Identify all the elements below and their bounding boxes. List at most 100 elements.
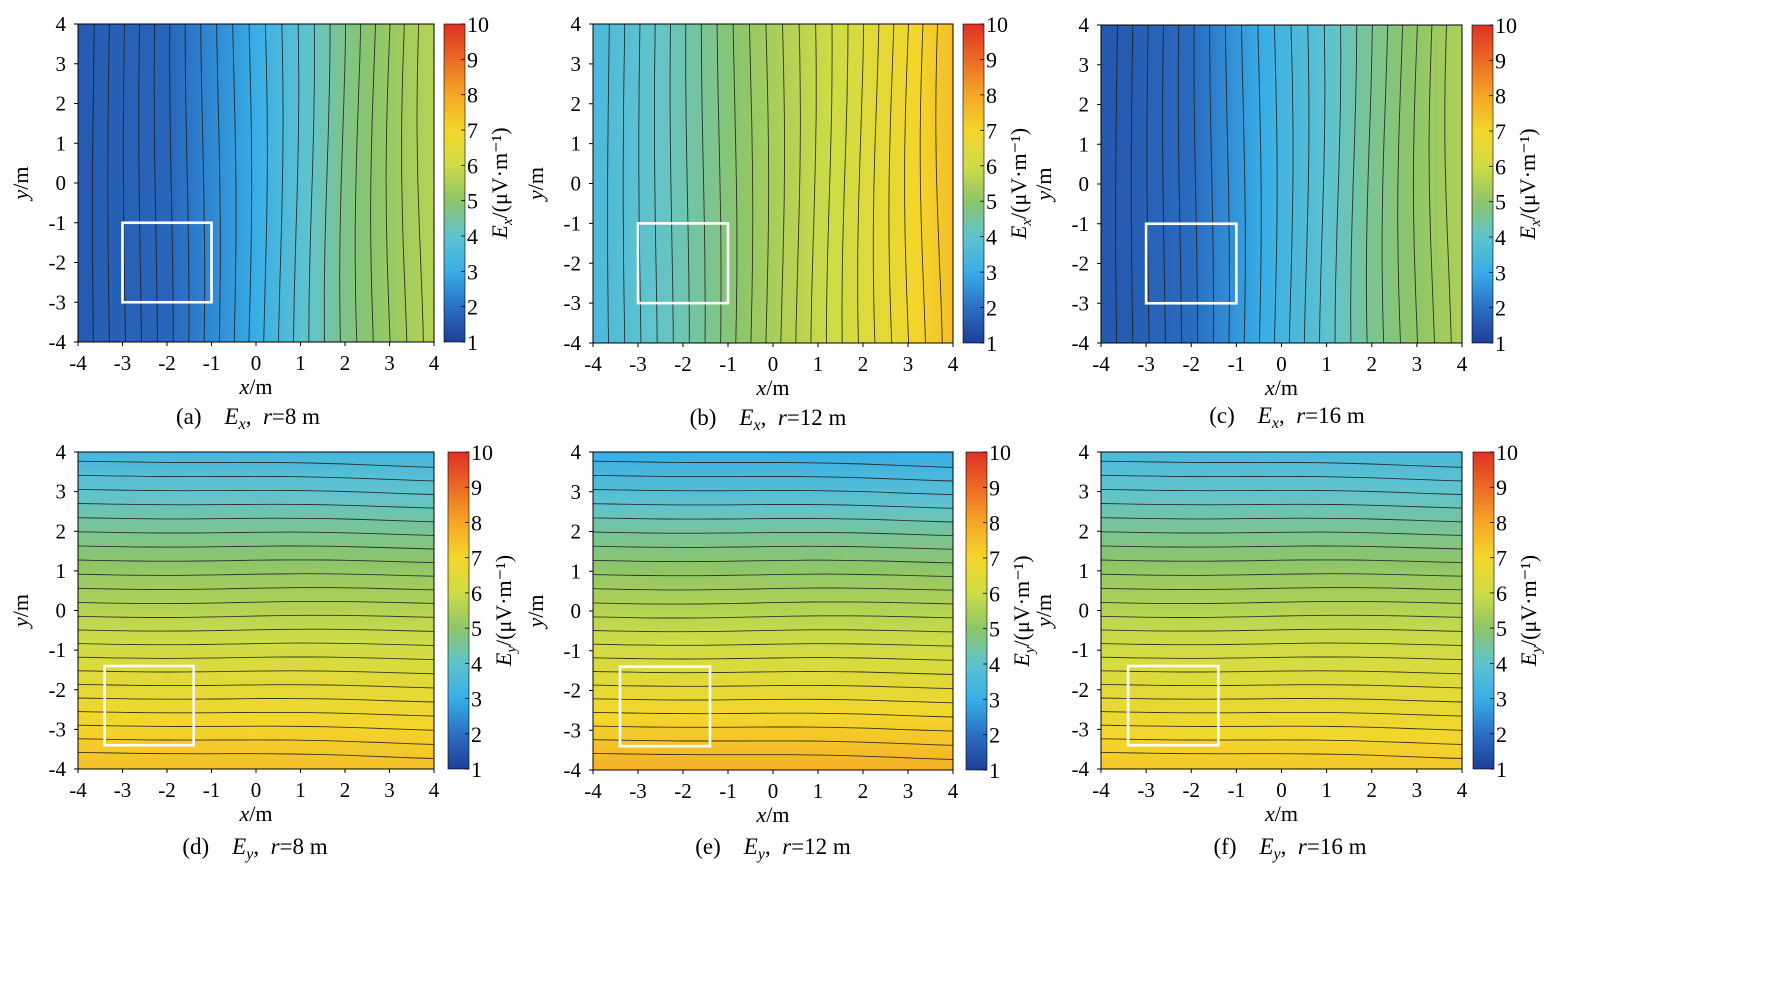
contour-line: [77, 587, 435, 591]
y-tick-label: 2: [1079, 93, 1090, 117]
contour-line: [1177, 24, 1182, 344]
contour-line: [1381, 24, 1389, 344]
x-tick-label: 2: [340, 778, 351, 802]
x-tick-label: -2: [1183, 778, 1201, 802]
colorbar-tick-label: 5: [471, 616, 482, 641]
x-tick-label: -3: [114, 778, 132, 802]
contour-line: [857, 23, 865, 344]
y-tick-label: 1: [56, 559, 67, 583]
contour-line: [77, 503, 435, 509]
contour-field-e: [593, 452, 953, 770]
target-box-f: [1126, 664, 1220, 747]
colorbar-tick-label: 2: [1495, 296, 1506, 321]
y-tick-label: 2: [571, 92, 582, 116]
contour-line: [935, 23, 943, 344]
contour-line: [278, 23, 284, 343]
contour-line: [77, 460, 435, 468]
contour-line: [339, 23, 347, 343]
x-tick-label: 1: [295, 778, 306, 802]
contour-lines-d: [77, 460, 435, 759]
colorbar-tick-label: 4: [986, 225, 997, 250]
panel-caption-c: (c) Ex, r=16 m: [1209, 403, 1365, 432]
colorbar-tick-label: 9: [986, 47, 997, 72]
contour-line: [77, 656, 435, 661]
y-tick-label: -4: [564, 758, 582, 782]
x-tick-label: -2: [1183, 352, 1201, 376]
colorbar-tick-label: 8: [989, 511, 1000, 536]
contour-line: [904, 23, 910, 344]
contour-line: [1100, 545, 1463, 550]
colorbar-tick-label: 3: [467, 259, 478, 284]
x-tick-label: 2: [858, 352, 869, 376]
y-tick-label: -2: [564, 679, 582, 703]
contour-field-b: [593, 24, 953, 343]
colorbar-tick-label: 4: [1496, 651, 1507, 676]
x-tick-label: 3: [903, 352, 914, 376]
x-tick-label: 4: [1457, 352, 1468, 376]
colorbar-label-c: Ex/(μV·m⁻¹): [1515, 128, 1544, 240]
contour-line: [888, 23, 895, 344]
x-axis-label: x/m: [239, 374, 273, 399]
contour-line: [1100, 503, 1463, 509]
x-tick-label: 0: [251, 778, 262, 802]
x-tick-label: -4: [69, 778, 87, 802]
colorbar-tick-label: 1: [989, 758, 1000, 783]
contour-line: [77, 751, 435, 759]
y-axis-label: y/m: [523, 595, 548, 630]
colorbar-tick-label: 10: [986, 12, 1008, 37]
contour-line: [169, 23, 174, 342]
contour-line: [1288, 24, 1294, 344]
contour-line: [77, 600, 435, 605]
contour-line: [1100, 683, 1463, 689]
x-tick-label: 3: [384, 778, 395, 802]
contour-line: [669, 23, 674, 344]
colorbar-tick-label: 9: [467, 47, 478, 72]
panel-caption-a: (a) Ex, r=8 m: [176, 404, 320, 433]
contour-line: [1100, 600, 1463, 605]
contour-lines-c: [1115, 24, 1452, 344]
x-tick-label: 3: [384, 351, 395, 375]
contour-line: [1100, 656, 1463, 661]
x-tick-label: 1: [1321, 352, 1332, 376]
x-tick-label: 3: [903, 779, 914, 803]
contour-line: [1100, 670, 1463, 675]
colorbar-tick-label: 1: [1495, 331, 1506, 356]
x-tick-label: 1: [1321, 778, 1332, 802]
y-axis-label: y/m: [523, 167, 548, 202]
contour-line: [592, 711, 954, 718]
colorbar-tick-label: 2: [467, 295, 478, 320]
x-tick-label: 0: [1276, 778, 1287, 802]
contour-line: [77, 614, 435, 618]
colorbar-tick-label: 5: [989, 617, 1000, 642]
y-axis-label: y/m: [8, 167, 33, 202]
contour-line: [77, 738, 435, 745]
x-tick-label: 4: [429, 778, 440, 802]
x-tick-label: 3: [1412, 352, 1423, 376]
contour-line: [919, 23, 926, 344]
contour-line: [1100, 614, 1463, 618]
contour-line: [77, 683, 435, 689]
y-tick-label: 1: [1079, 559, 1090, 583]
y-tick-label: 3: [1079, 480, 1090, 504]
contour-line: [1100, 573, 1463, 577]
colorbar-tick-label: 6: [1495, 154, 1506, 179]
y-tick-label: 4: [571, 440, 582, 464]
x-tick-label: -4: [1092, 352, 1110, 376]
colorbar-tick-label: 5: [1496, 616, 1507, 641]
contour-line: [685, 23, 690, 343]
contour-line: [592, 698, 954, 704]
x-tick-label: -2: [674, 352, 692, 376]
contour-line: [1162, 24, 1166, 344]
colorbar-tick-label: 1: [467, 330, 478, 355]
colorbar-tick-label: 6: [986, 154, 997, 179]
colorbar-tick-label: 10: [1496, 440, 1518, 465]
contour-line: [592, 657, 954, 661]
colorbar-tick-label: 2: [986, 296, 997, 321]
panel-caption-e: (e) Ey, r=12 m: [695, 834, 851, 863]
colorbar-label-f: Ey/(μV·m⁻¹): [1516, 555, 1545, 667]
y-tick-label: -3: [564, 718, 582, 742]
panel-c: -4 -3 -2 -1 0 1 2 3 443210-1-2-3-4x/my/m10987654…: [1031, 13, 1544, 432]
colorbar-a: [443, 23, 466, 343]
contour-line: [1397, 24, 1404, 344]
contour-line: [153, 23, 158, 343]
